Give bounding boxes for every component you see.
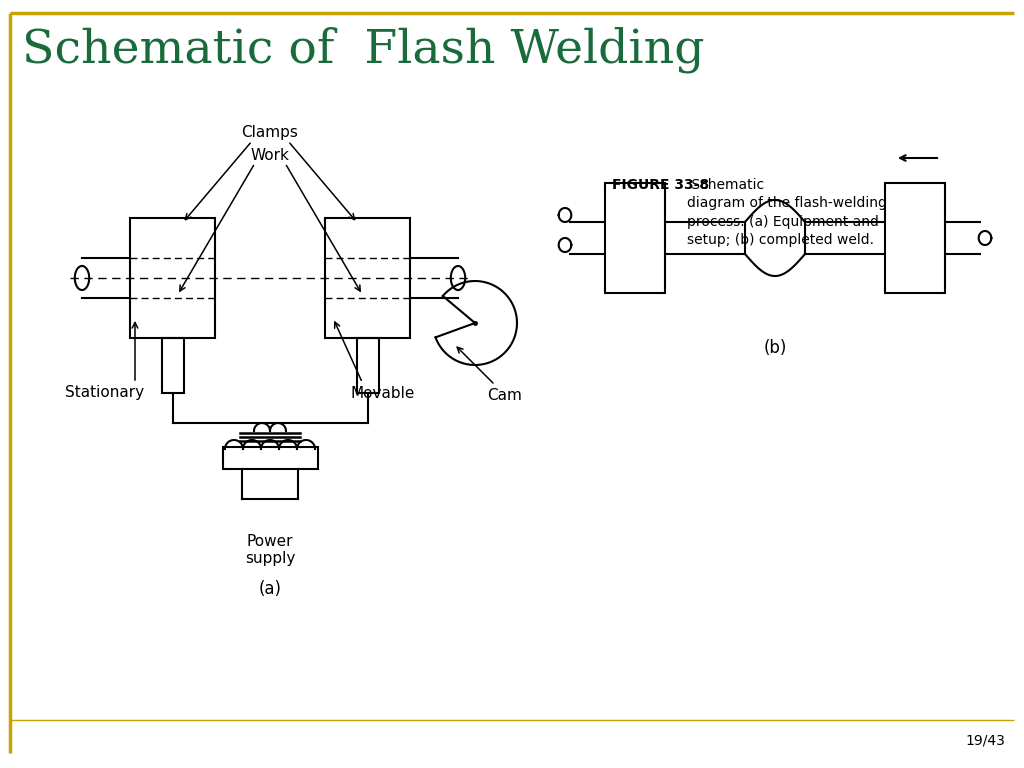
Text: Stationary: Stationary [66,386,144,400]
Bar [325,218,410,338]
Bar [162,338,183,393]
Text: Clamps: Clamps [242,125,298,141]
Bar [356,338,379,393]
Text: Schematic
diagram of the flash-welding
process. (a) Equipment and
setup; (b) com: Schematic diagram of the flash-welding p… [687,178,887,247]
Text: 19/43: 19/43 [966,733,1005,747]
Text: Work: Work [251,147,290,163]
Text: Cam: Cam [487,388,522,402]
Bar [130,218,215,338]
Text: Power
supply: Power supply [245,534,295,567]
Text: (b): (b) [763,339,786,357]
Text: FIGURE 33-8: FIGURE 33-8 [612,178,710,192]
Bar [885,183,945,293]
Text: Movable: Movable [350,386,415,400]
Text: (a): (a) [258,580,282,598]
Bar [222,447,317,469]
Text: Schematic of  Flash Welding: Schematic of Flash Welding [22,27,705,73]
Bar [605,183,665,293]
